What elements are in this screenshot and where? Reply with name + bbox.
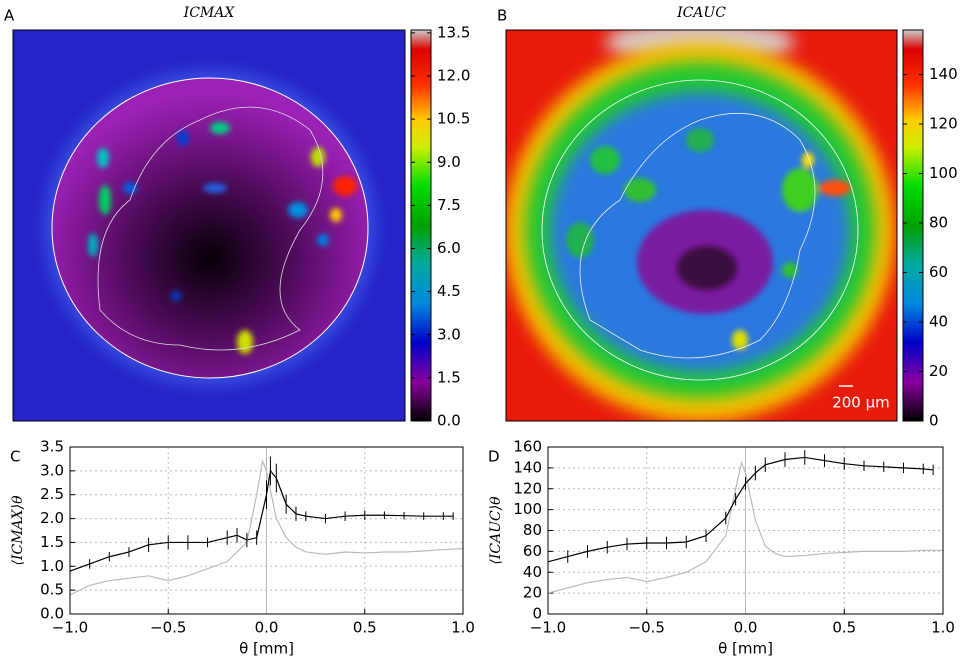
panel-letter: D bbox=[488, 448, 500, 466]
colorbar-tick-label: 1.5 bbox=[437, 368, 461, 386]
colorbar-tick-label: 20 bbox=[929, 362, 948, 380]
image-frame bbox=[505, 29, 898, 422]
y-tick-label: 20 bbox=[523, 584, 542, 602]
colorbar-tick-label: 4.5 bbox=[437, 282, 461, 300]
colorbar-tick-label: 40 bbox=[929, 313, 948, 331]
axes-frame bbox=[547, 446, 944, 615]
y-axis-label: ⟨ICMAX⟩θ bbox=[10, 495, 26, 566]
y-tick-label: 3.0 bbox=[40, 461, 64, 479]
x-tick-label: 0.5 bbox=[353, 619, 377, 637]
scale-bar-label: 200 μm bbox=[832, 394, 890, 412]
x-tick-label: −0.5 bbox=[629, 619, 665, 637]
y-tick-label: 160 bbox=[513, 438, 542, 456]
series-line bbox=[69, 459, 464, 596]
colorbar-tick-label: 100 bbox=[929, 164, 958, 182]
y-tick-label: 1.0 bbox=[40, 557, 64, 575]
y-tick-label: 60 bbox=[523, 542, 542, 560]
chart-title: ICAUC bbox=[676, 5, 726, 21]
colorbar-tick-label: 0.0 bbox=[437, 412, 461, 430]
chart-title: ICMAX bbox=[183, 5, 236, 21]
y-tick-label: 100 bbox=[513, 500, 542, 518]
x-tick-label: −1.0 bbox=[52, 619, 88, 637]
panel-letter: C bbox=[10, 448, 20, 466]
x-tick-label: 0.5 bbox=[832, 619, 856, 637]
colorbar-tick-label: 60 bbox=[929, 263, 948, 281]
y-tick-label: 1.5 bbox=[40, 533, 64, 551]
colorbar-tick-label: 120 bbox=[929, 115, 958, 133]
y-tick-label: 40 bbox=[523, 563, 542, 581]
y-tick-label: 2.0 bbox=[40, 509, 64, 527]
x-tick-label: 1.0 bbox=[931, 619, 955, 637]
x-axis-label: θ [mm] bbox=[239, 640, 294, 658]
colorbar-tick-label: 0 bbox=[929, 412, 939, 430]
x-tick-label: 1.0 bbox=[451, 619, 475, 637]
y-tick-label: 0 bbox=[532, 605, 542, 623]
colorbar-tick-label: 80 bbox=[929, 214, 948, 232]
x-axis-label: θ [mm] bbox=[718, 640, 773, 658]
series-line bbox=[547, 460, 943, 594]
colorbar bbox=[902, 29, 924, 422]
image-frame bbox=[12, 29, 406, 422]
x-tick-label: −1.0 bbox=[530, 619, 566, 637]
panel-letter: A bbox=[4, 7, 15, 25]
y-tick-label: 0.5 bbox=[40, 581, 64, 599]
colorbar bbox=[410, 29, 432, 422]
colorbar-tick-label: 6.0 bbox=[437, 239, 461, 257]
axes-frame bbox=[69, 446, 464, 615]
heatmap-image bbox=[13, 30, 405, 421]
y-tick-label: 120 bbox=[513, 479, 542, 497]
colorbar-tick-label: 9.0 bbox=[437, 153, 461, 171]
y-tick-label: 0.0 bbox=[40, 605, 64, 623]
y-tick-label: 80 bbox=[523, 521, 542, 539]
y-tick-label: 140 bbox=[513, 458, 542, 476]
y-tick-label: 2.5 bbox=[40, 485, 64, 503]
colorbar-tick-label: 13.5 bbox=[437, 23, 470, 41]
colorbar-tick-label: 7.5 bbox=[437, 196, 461, 214]
heatmap-image bbox=[506, 30, 897, 421]
y-axis-label: ⟨ICAUC⟩θ bbox=[488, 496, 504, 565]
colorbar-tick-label: 3.0 bbox=[437, 325, 461, 343]
series-line bbox=[69, 469, 454, 572]
colorbar-tick-label: 10.5 bbox=[437, 110, 470, 128]
panel-letter: B bbox=[497, 7, 507, 25]
colorbar-tick-label: 12.0 bbox=[437, 67, 470, 85]
y-tick-label: 3.5 bbox=[40, 438, 64, 456]
x-tick-label: −0.5 bbox=[150, 619, 186, 637]
x-tick-label: 0.0 bbox=[255, 619, 279, 637]
x-tick-label: 0.0 bbox=[734, 619, 758, 637]
colorbar-tick-label: 140 bbox=[929, 65, 958, 83]
series-line bbox=[547, 456, 934, 563]
